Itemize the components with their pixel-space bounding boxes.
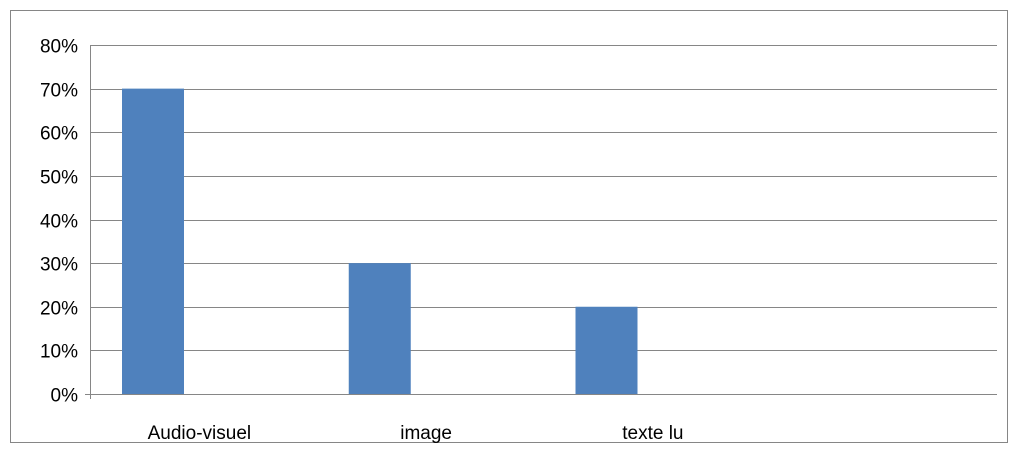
bar-image (348, 263, 411, 394)
y-tick-label: 50% (40, 168, 78, 189)
x-tick-label-texte-lu: texte lu (622, 423, 683, 444)
bar-audio-visuel (122, 88, 184, 394)
y-tick-label: 80% (40, 37, 78, 58)
bar-texte-lu (575, 306, 638, 394)
bars (122, 88, 638, 394)
x-axis-tick-labels: Audio-visuel image texte lu (148, 423, 684, 444)
y-tick-label: 40% (40, 212, 78, 233)
x-tick-label-audio-visuel: Audio-visuel (148, 423, 252, 444)
y-tick-label: 70% (40, 81, 78, 102)
y-tick-label: 30% (40, 255, 78, 276)
y-axis-tick-labels: 0% 10% 20% 30% 40% 50% 60% 70% 80% (40, 37, 78, 407)
x-tick-label-image: image (400, 423, 452, 444)
y-tick-label: 0% (51, 386, 79, 407)
y-tick-label: 20% (40, 299, 78, 320)
gridlines (90, 45, 997, 351)
y-tick-label: 60% (40, 124, 78, 145)
y-tick-label: 10% (40, 342, 78, 363)
